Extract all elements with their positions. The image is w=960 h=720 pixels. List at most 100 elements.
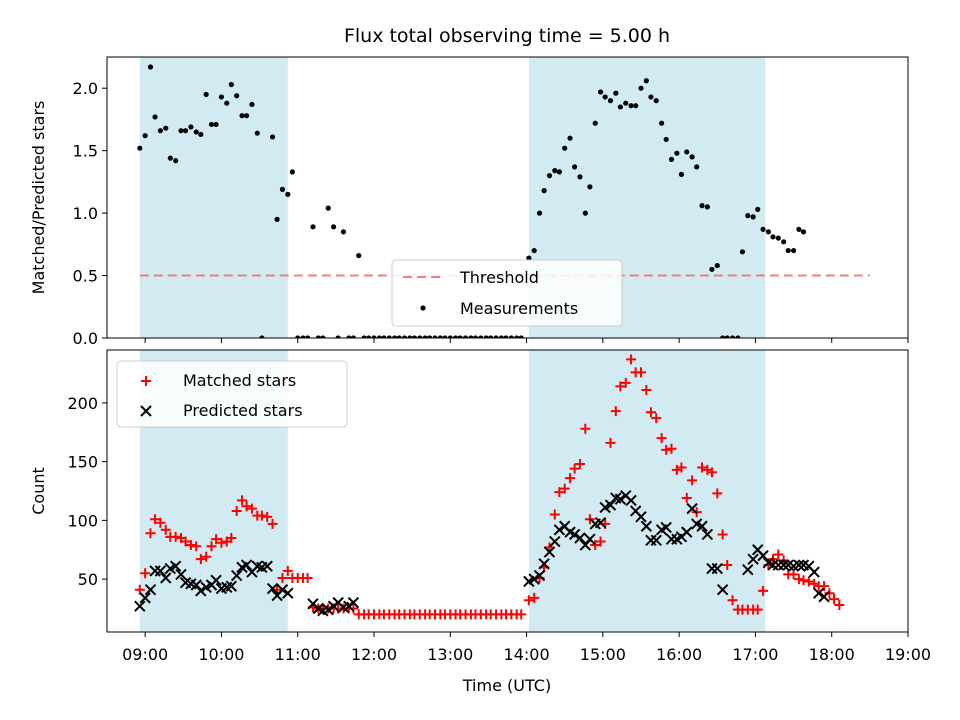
predicted-point — [625, 494, 637, 507]
matched-point — [277, 572, 288, 583]
y-tick-label: 100 — [67, 511, 98, 530]
measurement-point — [361, 335, 367, 338]
predicted-point — [686, 502, 698, 515]
predicted-point — [808, 566, 820, 578]
measurement-point — [638, 85, 644, 91]
chart-title: Flux total observing time = 5.00 h — [344, 25, 670, 47]
x-axis-label: Time (UTC) — [462, 676, 551, 695]
legend-box — [391, 259, 623, 327]
predicted-point — [322, 603, 334, 616]
predicted-point — [716, 583, 729, 596]
measurement-point — [427, 335, 433, 338]
predicted-point — [614, 493, 627, 505]
predicted-point — [813, 587, 825, 599]
measurement-point — [289, 169, 295, 175]
y-tick-label: 0.5 — [73, 267, 98, 286]
measurement-point — [562, 145, 568, 151]
measurement-point — [178, 128, 184, 134]
measurement-point — [536, 210, 543, 216]
matched-point — [226, 533, 237, 543]
matched-point — [788, 569, 799, 580]
matched-point — [626, 354, 637, 365]
predicted-point — [276, 583, 289, 596]
measurement-point — [760, 226, 766, 232]
measurement-point — [401, 335, 408, 338]
measurement-point — [735, 335, 741, 338]
measurement-point — [653, 98, 659, 104]
measurement-point — [668, 156, 675, 163]
matched-point — [256, 510, 267, 521]
matched-point — [267, 518, 278, 529]
measurement-point — [366, 335, 372, 338]
x-tick-label: 14:00 — [504, 645, 550, 664]
matched-point — [180, 536, 191, 547]
measurement-point — [447, 335, 453, 338]
measurement-point — [790, 247, 797, 254]
matched-point — [246, 503, 257, 514]
matched-point — [237, 495, 248, 506]
measurement-point — [678, 171, 685, 177]
measurement-point — [720, 335, 726, 338]
plot-area-1 — [134, 354, 845, 620]
measurement-point — [234, 93, 240, 99]
measurement-point — [745, 213, 751, 219]
measurement-point — [163, 125, 169, 131]
measurement-point — [587, 184, 593, 190]
x-tick-label: 16:00 — [656, 645, 702, 664]
y-tick-label: 1.0 — [73, 204, 98, 223]
matched-point — [140, 568, 151, 579]
measurement-point — [285, 191, 291, 197]
y-tick-label: 50 — [78, 570, 98, 589]
matched-point — [712, 488, 723, 499]
matched-point — [565, 473, 576, 484]
measurement-point — [488, 335, 494, 338]
matched-point — [595, 536, 606, 547]
matched-point — [706, 467, 717, 478]
measurement-point — [643, 78, 649, 84]
measurement-point — [617, 104, 624, 110]
matched-point — [523, 595, 534, 606]
measurement-point — [577, 174, 583, 180]
measurement-point — [514, 335, 520, 338]
measurement-point — [582, 210, 588, 216]
x-tick-label: 11:00 — [275, 645, 321, 664]
predicted-point — [777, 559, 790, 571]
measurement-point — [137, 145, 143, 151]
measurement-point — [648, 94, 654, 100]
predicted-point — [584, 533, 596, 545]
matched-point — [656, 433, 667, 444]
measurement-point — [300, 335, 306, 338]
predicted-point — [225, 580, 238, 592]
matched-point — [549, 509, 560, 520]
measurement-point — [518, 335, 524, 338]
predicted-point — [160, 572, 172, 584]
matched-point — [216, 537, 227, 548]
measurement-point — [503, 335, 509, 338]
measurement-point — [785, 247, 791, 254]
matched-point — [758, 585, 769, 596]
matched-point — [185, 540, 196, 551]
predicted-point — [533, 569, 546, 582]
legend-predicted-swatch — [140, 405, 152, 417]
measurement-point — [658, 120, 665, 126]
matched-point — [262, 511, 273, 522]
predicted-point — [347, 596, 360, 609]
predicted-point — [650, 534, 662, 547]
matched-point — [580, 423, 591, 434]
measurement-point — [218, 94, 225, 100]
measurement-point — [724, 335, 730, 338]
legend-measurement-label: Measurements — [460, 299, 578, 318]
predicted-point — [134, 600, 146, 612]
matched-point — [155, 517, 166, 528]
x-tick-label: 12:00 — [351, 645, 397, 664]
x-tick-label: 18:00 — [809, 645, 855, 664]
y-tick-label: 150 — [67, 453, 98, 472]
measurement-point — [310, 224, 316, 230]
measurement-point — [152, 114, 158, 120]
measurement-point — [173, 158, 179, 164]
y-tick-label: 0.0 — [73, 329, 98, 348]
measurement-point — [602, 94, 608, 100]
measurement-point — [386, 335, 392, 338]
bottom-panel: 50 100 150 200 09:00 10:00 11:00 12:00 13:00 14:0… — [29, 349, 931, 664]
matched-point — [590, 540, 601, 551]
